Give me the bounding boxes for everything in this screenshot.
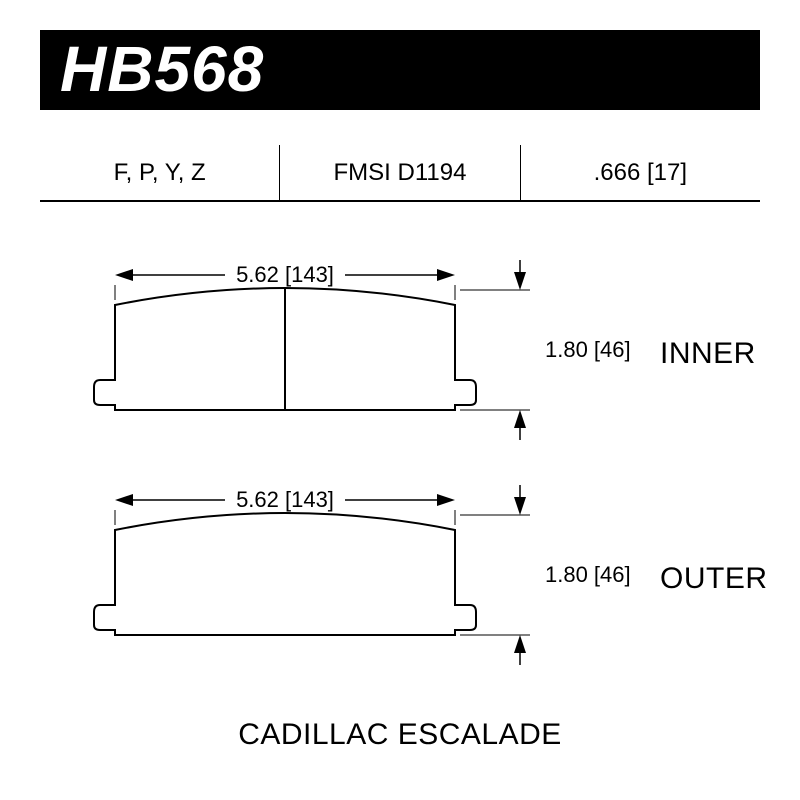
outer-height-dim: 1.80 [46] (460, 485, 631, 665)
outer-width-dim: 5.62 [143] (115, 487, 455, 525)
spec-row: F, P, Y, Z FMSI D1194 .666 [17] (40, 145, 760, 200)
inner-label: INNER (660, 337, 756, 370)
spec-thickness: .666 [17] (521, 145, 760, 201)
outer-height-text: 1.80 [46] (545, 562, 631, 587)
inner-pad-group: 5.62 [143] 1.80 [46] INNER (94, 260, 756, 440)
outer-pad-group: 5.62 [143] 1.80 [46] OUTER (94, 485, 768, 665)
diagram: 5.62 [143] 1.80 [46] INNER 5.62 [143] (0, 225, 800, 755)
outer-pad-outline (94, 513, 476, 635)
inner-height-text: 1.80 [46] (545, 337, 631, 362)
outer-width-text: 5.62 [143] (236, 487, 334, 512)
spec-rule (40, 200, 760, 202)
footer-label: CADILLAC ESCALADE (0, 718, 800, 752)
spec-fmsi: FMSI D1194 (280, 145, 520, 201)
inner-width-text: 5.62 [143] (236, 262, 334, 287)
spec-compounds: F, P, Y, Z (40, 145, 280, 201)
outer-label: OUTER (660, 562, 768, 595)
part-number: HB568 (60, 32, 264, 106)
inner-height-dim: 1.80 [46] (460, 260, 631, 440)
